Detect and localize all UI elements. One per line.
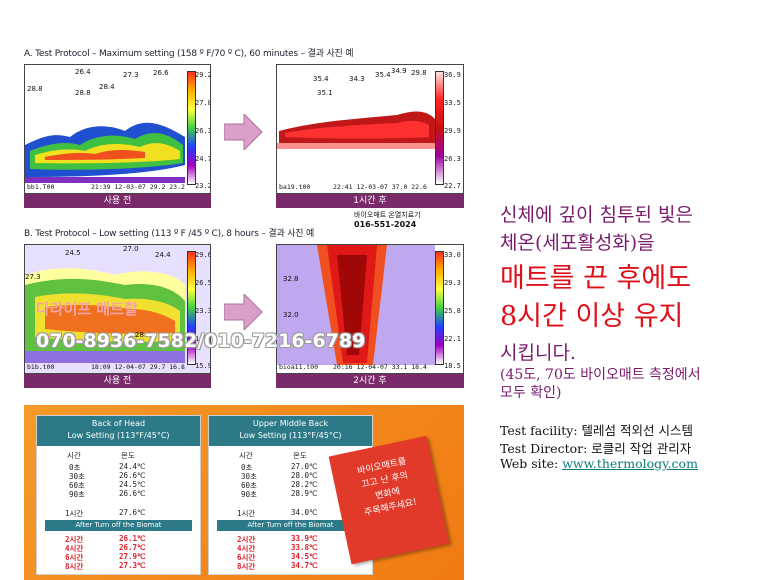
temp-label: 26.4 (75, 68, 91, 76)
temp-label: 32.0 (283, 311, 299, 319)
table-subtitle: Low Setting (113°F/45°C) (67, 431, 170, 440)
watermark-phone: 070-8936-7582/010-7216-6789 (36, 330, 366, 352)
temp-label: 26.6 (153, 69, 169, 77)
headline-note1: (45도, 70도 바이오매트 측정에서 (500, 367, 701, 383)
thermal-image-a-after: 35.4 35.1 34.3 35.4 34.9 29.8 36.9 33.5 … (276, 64, 464, 194)
scale-value: 19.1 (195, 335, 211, 343)
scale-value: 22.1 (444, 335, 461, 343)
temp-label: 32.8 (283, 275, 299, 283)
temp-label: 28.4 (99, 83, 115, 91)
facility-label: Test facility: (500, 423, 578, 438)
temp-label: 28.4 (135, 331, 151, 339)
temp-label: 27.0 (123, 245, 139, 253)
table-header: Upper Middle Back Low Setting (113°F/45°… (209, 416, 372, 446)
results-panel: Back of Head Low Setting (113°F/45°C) 시간… (24, 405, 464, 580)
director-label: Test Director: (500, 441, 588, 456)
thermal-image-b-before: 24.5 27.0 24.4 27.3 28.4 29.6 26.5 23.3 … (24, 244, 211, 374)
test-facility: Test facility: 텔레섬 적외선 시스템 (500, 420, 693, 439)
scale-value: 26.3 (195, 127, 211, 135)
section-b-caption: B. Test Protocol – Low setting (113 º F … (24, 229, 315, 239)
temp-label: 28.8 (75, 89, 91, 97)
image-id: bioa11.t00 (279, 363, 319, 371)
headline-note2: 모두 확인) (500, 385, 562, 401)
sticky-note: 바이오매트를 끄고 난 후의 변화에 주목해주세요! (328, 435, 450, 565)
image-id: bb1.T00 (27, 183, 55, 191)
temp-label: 35.1 (317, 89, 333, 97)
temp-label: 24.5 (65, 249, 81, 257)
image-id: b1b.t00 (27, 363, 55, 371)
scale-value: 29.3 (444, 279, 461, 287)
temp-label: 35.4 (313, 75, 329, 83)
table-subtitle: Low Setting (113°F/45°C) (239, 431, 342, 440)
web-site: Web site: www.thermology.com (500, 456, 698, 471)
right-arrow-icon (224, 114, 263, 150)
watermark-name: 다라이프 매트할 (36, 300, 138, 318)
headline-line2: 체온(세포활성화)을 (500, 232, 655, 254)
director-value: 로클리 작업 관리자 (591, 441, 692, 456)
headline-line5: 시킵니다. (500, 342, 576, 364)
table-title: Back of Head (91, 419, 146, 428)
scale-value: 15.9 (195, 362, 211, 370)
label-bar-after: 1시간 후 (276, 194, 464, 208)
image-info: 20:16 12-04-07 33.1 18.4 (333, 363, 427, 371)
stamp-phone: 016-551-2024 (354, 220, 417, 229)
after-turn-off-header: After Turn off the Biomat (45, 520, 192, 531)
thermal-image-b-after: 32.8 32.0 33.0 29.3 25.8 22.1 18.5 bioa1… (276, 244, 464, 374)
color-scale (435, 251, 444, 365)
thermal-body-a-before (25, 65, 210, 193)
image-id: ba19.t00 (279, 183, 311, 191)
temp-label: 27.3 (123, 71, 139, 79)
scale-value: 23.2 (195, 182, 211, 190)
after-turn-off-header: After Turn off the Biomat (217, 520, 364, 531)
right-arrow-icon (224, 294, 263, 330)
scale-value: 33.0 (444, 251, 461, 259)
temp-label: 34.9 (391, 67, 407, 75)
test-director: Test Director: 로클리 작업 관리자 (500, 438, 691, 457)
scale-value: 22.7 (444, 182, 461, 190)
image-info: 22:41 12-03-07 37.0 22.6 (333, 183, 427, 191)
thermal-image-a-before: 26.4 28.8 28.8 28.4 27.3 26.6 29.2 27.8 … (24, 64, 211, 194)
color-scale (187, 251, 196, 365)
facility-value: 텔레섬 적외선 시스템 (581, 423, 693, 438)
scale-value: 23.3 (195, 307, 211, 315)
scale-value: 26.3 (444, 155, 461, 163)
scale-value: 33.5 (444, 99, 461, 107)
label-bar-after: 2시간 후 (276, 374, 464, 388)
scale-value: 25.8 (444, 307, 461, 315)
headline-line3: 매트를 끈 후에도 (500, 263, 692, 294)
scale-value: 29.2 (195, 71, 211, 79)
temp-label: 35.4 (375, 71, 391, 79)
thermal-body-b-after (277, 245, 463, 373)
table-header: Back of Head Low Setting (113°F/45°C) (37, 416, 200, 446)
temp-label: 28.8 (27, 85, 43, 93)
scale-value: 29.9 (444, 127, 461, 135)
image-info: 21:39 12-03-07 29.2 23.2 (91, 183, 185, 191)
web-link[interactable]: www.thermology.com (562, 456, 698, 471)
stamp-text: 바이오매트 온열치료기 (354, 211, 421, 219)
section-a-caption: A. Test Protocol – Maximum setting (158 … (24, 49, 354, 59)
scale-value: 36.9 (444, 71, 461, 79)
web-label: Web site: (500, 456, 559, 471)
temp-label: 27.3 (25, 273, 41, 281)
image-info: 18:09 12-04-07 29.7 16.8 (91, 363, 185, 371)
temp-label: 29.8 (411, 69, 427, 77)
thermal-body-b-before (25, 245, 210, 373)
temp-label: 24.4 (155, 251, 171, 259)
results-table-head: Back of Head Low Setting (113°F/45°C) 시간… (36, 415, 201, 575)
label-bar-before: 사용 전 (24, 374, 211, 388)
thermal-body-a-after (277, 65, 463, 193)
temp-label: 34.3 (349, 75, 365, 83)
scale-value: 29.6 (195, 251, 211, 259)
scale-value: 27.8 (195, 99, 211, 107)
scale-value: 24.7 (195, 155, 211, 163)
headline-line4: 8시간 이상 유지 (500, 301, 684, 332)
headline-line1: 신체에 깊이 침투된 빛은 (500, 204, 693, 226)
table-title: Upper Middle Back (252, 419, 329, 428)
scale-value: 18.5 (444, 362, 461, 370)
color-scale (187, 71, 196, 185)
label-bar-before: 사용 전 (24, 194, 211, 208)
scale-value: 26.5 (195, 279, 211, 287)
color-scale (435, 71, 444, 185)
